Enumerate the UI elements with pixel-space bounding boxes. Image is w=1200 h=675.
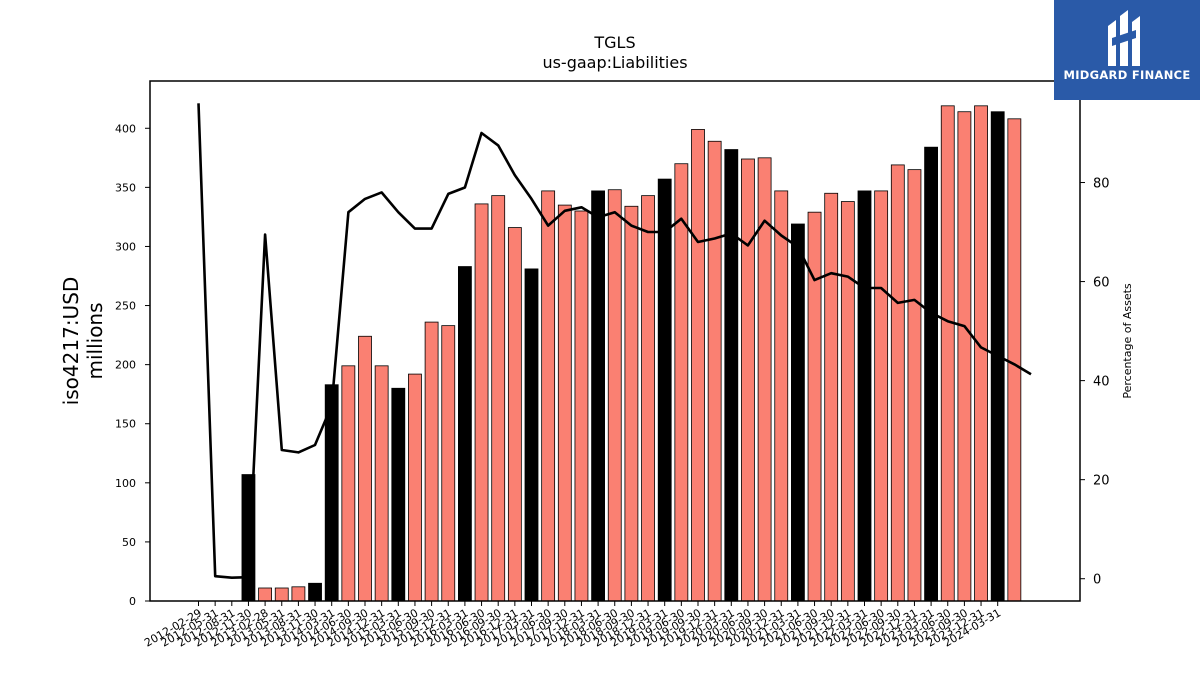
logo-mark-icon	[1108, 10, 1140, 66]
y-tick-label: 400	[115, 122, 136, 135]
bar	[607, 189, 622, 602]
bar	[408, 373, 422, 602]
y-tick-label: 100	[115, 477, 136, 490]
y-axis-right: 0 20 40 60 80	[1080, 177, 1110, 588]
bar	[541, 190, 556, 602]
bar	[907, 169, 922, 602]
y-axis-label-line: iso4217:USD	[59, 277, 83, 406]
y2-tick-label: 60	[1093, 276, 1110, 291]
y2-tick-label: 0	[1093, 573, 1101, 588]
y2-tick-label: 80	[1093, 177, 1110, 192]
bar	[857, 190, 872, 602]
bar	[924, 146, 938, 602]
bar	[974, 105, 988, 602]
bar	[741, 158, 755, 602]
y-tick-label: 50	[122, 536, 136, 549]
bar	[657, 178, 672, 602]
y2-tick-label: 20	[1093, 474, 1110, 489]
bar	[707, 140, 722, 602]
bar	[890, 164, 905, 602]
y-tick-label: 200	[115, 359, 136, 372]
bar	[591, 190, 605, 602]
bar	[840, 201, 855, 602]
bar	[258, 587, 273, 602]
bar	[424, 321, 439, 602]
bar	[291, 586, 306, 602]
y-axis-left: 0 50 100 150 200 250 300 350 400	[115, 122, 150, 608]
y-axis-label-line: millions	[83, 302, 107, 379]
y-axis-label-text: iso4217:USDmillions	[59, 277, 107, 406]
bar	[491, 195, 506, 602]
bar	[274, 587, 289, 602]
bar	[457, 266, 472, 602]
bar	[824, 192, 839, 602]
y-tick-label: 0	[129, 595, 136, 608]
bar	[391, 387, 406, 602]
bar	[524, 268, 539, 602]
bar	[624, 205, 639, 602]
y-axis-label: iso4217:USDmillions	[59, 277, 107, 406]
bar	[957, 111, 972, 602]
bar	[557, 204, 572, 602]
y2-axis-label: Percentage of Assets	[1121, 283, 1134, 399]
bar	[691, 129, 705, 602]
line-series	[197, 103, 1032, 580]
bar	[874, 190, 889, 602]
bar	[341, 365, 356, 602]
y2-tick-label: 40	[1093, 375, 1110, 390]
bar	[940, 105, 955, 602]
bar-series	[241, 105, 1022, 602]
bar	[358, 335, 372, 602]
x-axis: 2012-02-292012-05-312012-08-312012-11-30…	[142, 601, 1003, 650]
y-tick-label: 350	[115, 181, 136, 194]
bar	[574, 210, 589, 602]
bar	[724, 149, 739, 602]
bar	[1007, 118, 1022, 602]
bar	[308, 582, 322, 602]
bar	[474, 203, 489, 602]
y-tick-label: 150	[115, 418, 136, 431]
percentage-line	[197, 103, 1032, 580]
brand-logo: MIDGARD FINANCE	[1054, 0, 1200, 100]
bar	[441, 325, 456, 602]
y-tick-label: 250	[115, 300, 136, 313]
chart-subtitle: us-gaap:Liabilities	[542, 53, 687, 72]
bar	[791, 223, 805, 602]
bar	[641, 195, 655, 602]
bar	[374, 365, 389, 602]
chart-title: TGLS	[593, 33, 635, 52]
brand-name: MIDGARD FINANCE	[1063, 68, 1191, 82]
bar	[674, 163, 689, 602]
y-tick-label: 300	[115, 240, 136, 253]
bar	[774, 190, 789, 602]
bar	[507, 227, 522, 602]
